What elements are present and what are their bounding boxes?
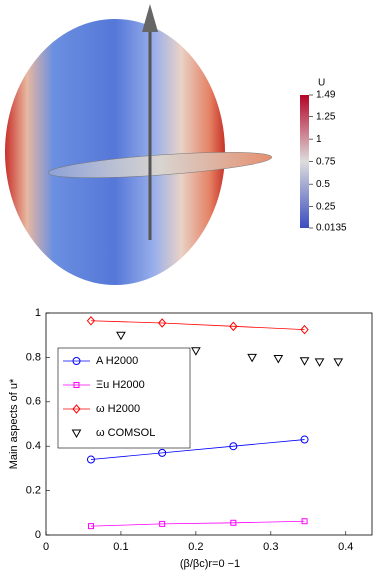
marker: [86, 455, 95, 464]
colorbar-gradient: [300, 95, 309, 228]
marker: [314, 358, 325, 367]
y-tick-label: 1: [35, 307, 41, 319]
series-line: [90, 520, 305, 527]
marker: [87, 523, 94, 530]
series-line: [90, 439, 305, 460]
marker: [299, 357, 310, 366]
colorbar-tick-label: 0.75: [316, 156, 336, 167]
marker: [301, 518, 308, 525]
colorbar-tick-label: 1: [316, 134, 322, 145]
colorbar-tick-label: 1.49: [316, 90, 336, 101]
legend-marker: [73, 382, 80, 388]
y-tick-label: 0: [35, 529, 41, 541]
marker: [229, 442, 238, 451]
y-tick-label: 0.8: [26, 351, 41, 363]
colorbar-tick-label: 0.5: [316, 179, 330, 190]
marker: [157, 318, 167, 328]
colorbar-title: U: [318, 78, 325, 89]
marker: [300, 324, 309, 335]
y-axis-label: Main aspects of u*: [8, 378, 20, 469]
colorbar-tick-label: 0.25: [316, 201, 336, 212]
colorbar: U 1.49 1.25 1 0.75 0.5 0.25 0.0135: [300, 78, 347, 234]
legend-label: ω COMSOL: [96, 427, 155, 439]
plot-frame: [45, 312, 373, 536]
colorbar-tick-label: 0.0135: [316, 223, 347, 234]
legend-label: Ξu H2000: [96, 379, 145, 391]
legend-label: A H2000: [96, 355, 138, 367]
sphere: [5, 19, 225, 285]
marker: [159, 520, 166, 527]
marker: [158, 448, 167, 457]
colorbar-tick-label: 1.25: [316, 111, 336, 122]
x-tick-label: 0: [43, 541, 49, 553]
arrow-head: [142, 4, 158, 32]
x-tick-label: 0.2: [188, 541, 203, 553]
marker: [273, 355, 284, 364]
series-line: [90, 320, 305, 331]
disc: [48, 152, 272, 178]
marker: [333, 358, 344, 367]
x-tick-label: 0.3: [263, 541, 278, 553]
legend-marker: [71, 429, 82, 439]
marker: [230, 519, 237, 526]
y-tick-label: 0.4: [26, 440, 41, 452]
marker: [86, 316, 96, 326]
chart: (β/βc)r=0 −1 Main aspects of u* 0 0.1 0.2 0…: [8, 307, 373, 570]
x-tick-label: 0.4: [338, 541, 353, 553]
legend-marker: [72, 404, 81, 414]
marker: [229, 321, 238, 332]
legend-marker: [72, 357, 81, 365]
x-axis-label: (β/βc)r=0 −1: [180, 558, 240, 570]
marker: [247, 353, 257, 363]
marker: [116, 331, 126, 341]
legend-label: ω H2000: [96, 403, 140, 415]
render-3d: [5, 4, 272, 285]
y-tick-label: 0.2: [26, 485, 41, 497]
marker: [300, 435, 309, 444]
y-tick-label: 0.6: [26, 396, 41, 408]
x-tick-label: 0.1: [113, 541, 128, 553]
marker: [191, 347, 201, 356]
